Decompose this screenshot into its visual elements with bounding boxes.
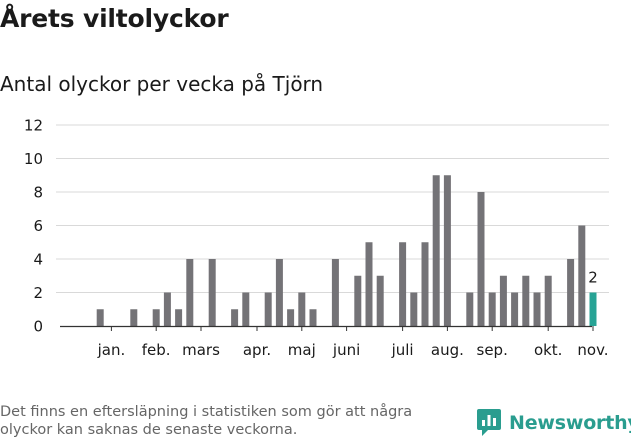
bar-week-21[interactable] (309, 309, 317, 326)
bar-week-2[interactable] (96, 309, 104, 326)
x-tick-label: juli (391, 341, 414, 359)
bar-week-14[interactable] (231, 309, 239, 326)
y-tick-label: 12 (24, 117, 43, 135)
bar-week-29[interactable] (399, 242, 407, 326)
x-tick-label: nov. (577, 341, 608, 359)
bar-week-9[interactable] (175, 309, 183, 326)
bar-week-37[interactable] (488, 292, 496, 327)
y-tick-label: 4 (33, 251, 43, 269)
chart-title: Årets viltolyckor (0, 4, 229, 33)
bar-week-7[interactable] (152, 309, 160, 326)
bar-week-25[interactable] (354, 275, 362, 326)
bar-week-30[interactable] (410, 292, 418, 327)
chart-subtitle: Antal olyckor per vecka på Tjörn (0, 72, 324, 96)
bar-week-35[interactable] (466, 292, 474, 327)
bar-week-8[interactable] (163, 292, 171, 327)
footnote: Det finns en eftersläpning i statistiken… (0, 404, 413, 438)
x-tick-label: aug. (431, 341, 464, 359)
brand-name: Newsworthy (509, 412, 631, 434)
x-axis-ticks: jan. feb. mars apr. maj juni juli aug. sep. okt. n… (97, 326, 609, 359)
bar-week-38[interactable] (499, 275, 507, 326)
data-labels: 2 (588, 269, 598, 287)
y-tick-label: 8 (33, 184, 43, 202)
bars (96, 175, 597, 327)
x-tick-label: okt. (534, 341, 563, 359)
bar-week-36[interactable] (477, 192, 485, 326)
x-tick-label: apr. (243, 341, 271, 359)
bar-week-5[interactable] (130, 309, 138, 326)
newsworthy-logo-icon (477, 409, 501, 436)
bar-week-23[interactable] (331, 259, 339, 326)
x-tick-label: sep. (477, 341, 508, 359)
bar-week-39[interactable] (511, 292, 519, 327)
bar-week-45[interactable] (578, 225, 586, 327)
y-tick-label: 10 (24, 150, 43, 168)
y-tick-label: 2 (33, 284, 43, 302)
bar-week-18[interactable] (275, 259, 283, 326)
bar-week-19[interactable] (287, 309, 295, 326)
bar-week-32[interactable] (432, 175, 440, 326)
bar-week-17[interactable] (264, 292, 272, 327)
x-tick-label: mars (182, 341, 220, 359)
bar-week-12[interactable] (208, 259, 216, 326)
data-label: 2 (588, 269, 598, 287)
bar-week-15[interactable] (242, 292, 250, 327)
x-tick-label: jan. (97, 341, 126, 359)
bar-week-10[interactable] (186, 259, 194, 326)
bar-week-27[interactable] (376, 275, 384, 326)
x-tick-label: maj (288, 341, 316, 359)
bar-week-42[interactable] (544, 275, 552, 326)
bar-chart: 0 2 4 6 8 10 12 jan. feb. mars apr. maj juni juli aug… (24, 117, 609, 359)
bar-week-44[interactable] (567, 259, 575, 326)
bar-week-31[interactable] (421, 242, 429, 326)
bar-week-33[interactable] (443, 175, 451, 326)
newsworthy-logo[interactable]: Newsworthy (476, 407, 631, 439)
y-axis-ticks: 0 2 4 6 8 10 12 (24, 117, 43, 336)
y-tick-label: 6 (33, 217, 43, 235)
bar-week-41[interactable] (533, 292, 541, 327)
bar-week-20[interactable] (298, 292, 306, 327)
x-tick-label: feb. (142, 341, 171, 359)
bar-week-46[interactable] (589, 292, 597, 327)
bar-week-26[interactable] (365, 242, 373, 326)
x-tick-label: juni (332, 341, 360, 359)
y-tick-label: 0 (33, 318, 43, 336)
bar-week-40[interactable] (522, 275, 530, 326)
